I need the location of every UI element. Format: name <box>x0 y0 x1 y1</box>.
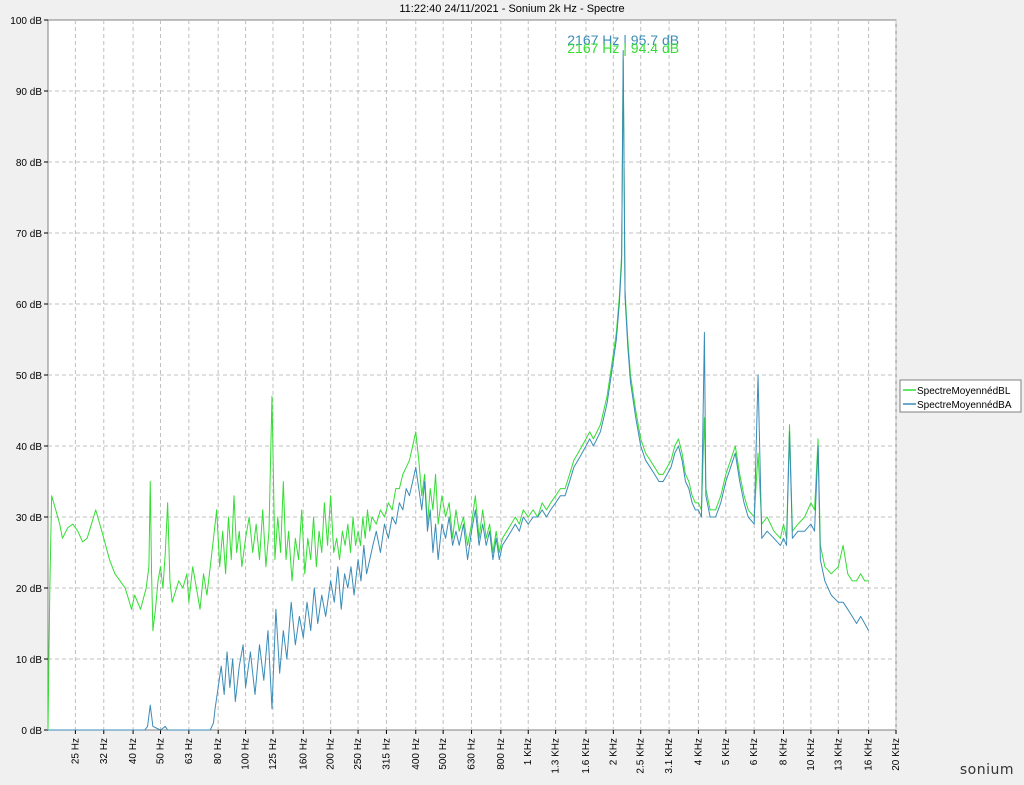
x-tick-label: 1.3 KHz <box>551 738 562 774</box>
x-tick-label: 2 KHz <box>608 738 619 765</box>
y-tick-label: 0 dB <box>21 726 42 737</box>
series-layer <box>47 50 870 731</box>
legend-entry-label: SpectreMoyennédBA <box>917 400 1012 411</box>
x-tick-label: 6 KHz <box>749 738 760 765</box>
y-tick-label: 80 dB <box>16 158 42 169</box>
x-tick-label: 3.1 KHz <box>664 738 675 774</box>
chart-title: 11:22:40 24/11/2021 - Sonium 2k Hz - Spe… <box>399 3 624 15</box>
x-tick-label: 80 Hz <box>213 738 224 764</box>
x-tick-label: 125 Hz <box>268 738 279 770</box>
peak-annotation: 2167 Hz | 95.7 dB <box>567 32 679 48</box>
x-tick-label: 63 Hz <box>184 738 195 764</box>
x-axis: 25 Hz 32 Hz 40 Hz 50 Hz 63 Hz 80 Hz 100 Hz 125 … <box>70 730 902 774</box>
y-tick-label: 30 dB <box>16 513 42 524</box>
legend-box <box>899 379 1022 413</box>
x-tick-label: 100 Hz <box>241 738 252 770</box>
x-tick-label: 630 Hz <box>467 738 478 770</box>
x-tick-label: 315 Hz <box>381 738 392 770</box>
series-line-1 <box>48 50 870 731</box>
x-tick-label: 8 KHz <box>779 738 790 765</box>
y-axis: 0 dB 10 dB 20 dB 30 dB 40 dB 50 dB 60 dB 70 dB 8… <box>10 16 48 737</box>
y-tick-label: 70 dB <box>16 229 42 240</box>
x-tick-label: 13 KHz <box>833 738 844 771</box>
x-tick-label: 50 Hz <box>155 738 166 764</box>
x-tick-label: 2.5 KHz <box>636 738 647 774</box>
x-tick-label: 250 Hz <box>353 738 364 770</box>
x-tick-label: 200 Hz <box>326 738 337 770</box>
y-tick-label: 10 dB <box>16 655 42 666</box>
x-tick-label: 1.6 KHz <box>581 738 592 774</box>
legend-entry-label: SpectreMoyennédBL <box>917 386 1011 397</box>
y-tick-label: 100 dB <box>10 16 42 27</box>
x-tick-label: 5 KHz <box>721 738 732 765</box>
y-tick-label: 60 dB <box>16 300 42 311</box>
grid-lines <box>48 20 897 730</box>
brand-logo-text: sonium <box>959 762 1014 778</box>
x-tick-label: 800 Hz <box>496 738 507 770</box>
y-tick-label: 90 dB <box>16 87 42 98</box>
x-tick-label: 20 KHz <box>891 738 902 771</box>
y-tick-label: 20 dB <box>16 584 42 595</box>
y-tick-label: 50 dB <box>16 371 42 382</box>
x-tick-label: 32 Hz <box>99 738 110 764</box>
x-tick-label: 10 KHz <box>806 738 817 771</box>
peak-annotation: 2167 Hz | 94.4 dB <box>567 40 679 56</box>
x-tick-label: 4 KHz <box>693 738 704 765</box>
series-line-0 <box>47 59 869 731</box>
x-tick-label: 1 KHz <box>523 738 534 765</box>
x-tick-label: 160 Hz <box>298 738 309 770</box>
x-tick-label: 16 KHz <box>864 738 875 771</box>
x-tick-label: 500 Hz <box>438 738 449 770</box>
x-tick-label: 400 Hz <box>411 738 422 770</box>
x-tick-label: 40 Hz <box>128 738 139 764</box>
x-tick-label: 25 Hz <box>70 738 81 764</box>
legend: SpectreMoyennédBL SpectreMoyennédBA <box>899 379 1022 413</box>
y-tick-label: 40 dB <box>16 442 42 453</box>
